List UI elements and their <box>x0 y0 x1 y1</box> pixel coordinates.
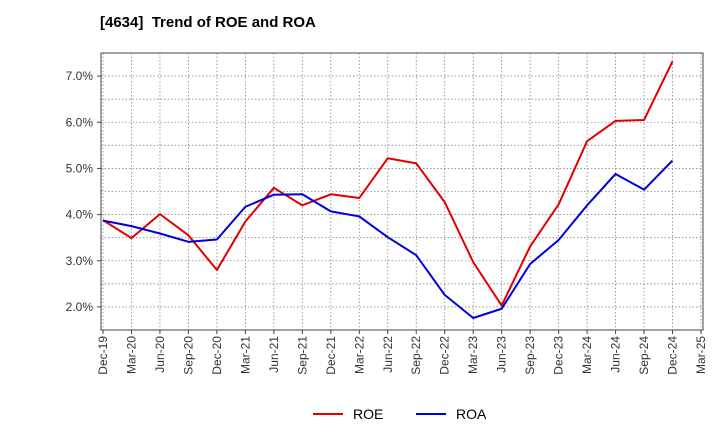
x-tick-label: Dec-23 <box>552 336 566 375</box>
x-tick-label: Sep-23 <box>523 336 537 375</box>
x-tick-label: Mar-23 <box>466 336 480 374</box>
x-tick-label: Dec-21 <box>324 336 338 375</box>
y-tick-label: 2.0% <box>66 300 94 314</box>
y-tick-label: 6.0% <box>66 115 94 129</box>
x-tick-label: Sep-21 <box>295 336 309 375</box>
x-tick-label: Dec-22 <box>438 336 452 375</box>
x-tick-label: Jun-23 <box>495 336 509 373</box>
legend-label-roa: ROA <box>456 406 487 422</box>
x-tick-label: Dec-20 <box>210 336 224 375</box>
x-tick-label: Mar-22 <box>352 336 366 374</box>
x-tick-label: Jun-21 <box>267 336 281 373</box>
series-line-roa <box>102 159 674 319</box>
x-tick-label: Sep-24 <box>637 336 651 375</box>
y-tick-label: 7.0% <box>66 69 94 83</box>
x-tick-label: Mar-24 <box>580 336 594 374</box>
x-tick-label: Sep-20 <box>181 336 195 375</box>
plot-frame <box>100 52 704 331</box>
x-tick-label: Sep-22 <box>409 336 423 375</box>
chart-title: [4634] Trend of ROE and ROA <box>100 14 316 31</box>
x-tick-label: Mar-25 <box>694 336 708 374</box>
x-tick-label: Mar-21 <box>238 336 252 374</box>
x-tick-label: Mar-20 <box>124 336 138 374</box>
x-tick-label: Dec-24 <box>666 336 680 375</box>
y-tick-label: 3.0% <box>66 254 94 268</box>
x-tick-label: Dec-19 <box>96 336 110 375</box>
y-tick-label: 5.0% <box>66 161 94 175</box>
series-line-roe <box>102 60 674 307</box>
legend-label-roe: ROE <box>353 406 383 422</box>
x-tick-label: Jun-24 <box>609 336 623 373</box>
x-tick-label: Jun-22 <box>381 336 395 373</box>
y-tick-label: 4.0% <box>66 208 94 222</box>
x-tick-label: Jun-20 <box>153 336 167 373</box>
